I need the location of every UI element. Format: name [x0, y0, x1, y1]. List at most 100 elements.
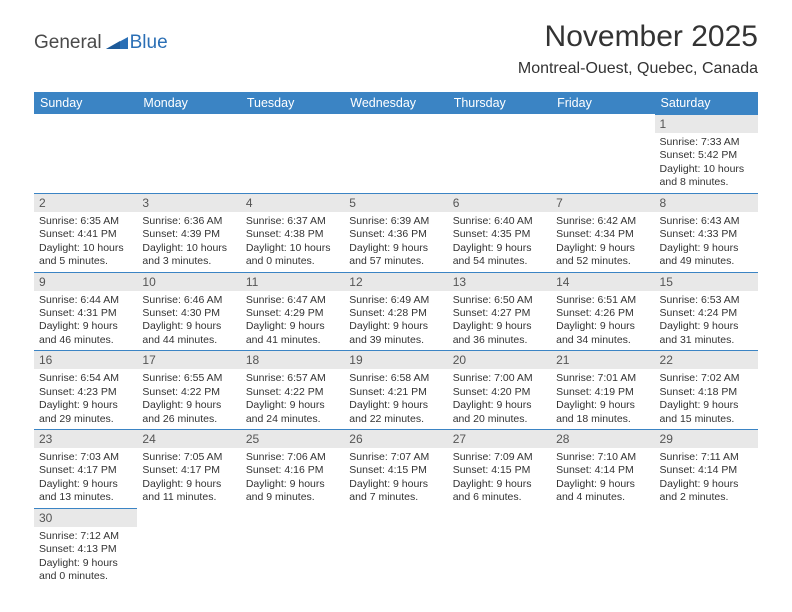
day-number: 29 [655, 429, 758, 448]
sunrise-text: Sunrise: 6:51 AM [556, 294, 649, 307]
daylight-text: Daylight: 9 hours and 39 minutes. [349, 320, 442, 347]
sunset-text: Sunset: 4:15 PM [453, 464, 546, 477]
calendar-day-cell [344, 114, 447, 193]
day-number: 25 [241, 429, 344, 448]
sunset-text: Sunset: 4:29 PM [246, 307, 339, 320]
sunrise-text: Sunrise: 6:47 AM [246, 294, 339, 307]
sunset-text: Sunset: 4:17 PM [39, 464, 132, 477]
logo: General Blue [34, 20, 168, 54]
day-number: 13 [448, 272, 551, 291]
day-number: 28 [551, 429, 654, 448]
daylight-text: Daylight: 9 hours and 9 minutes. [246, 478, 339, 505]
day-info: Sunrise: 6:46 AMSunset: 4:30 PMDaylight:… [137, 291, 240, 351]
calendar-day-cell [655, 508, 758, 587]
day-info: Sunrise: 7:09 AMSunset: 4:15 PMDaylight:… [448, 448, 551, 508]
calendar-day-cell: 25Sunrise: 7:06 AMSunset: 4:16 PMDayligh… [241, 429, 344, 508]
daylight-text: Daylight: 9 hours and 46 minutes. [39, 320, 132, 347]
calendar-header-cell: Monday [137, 92, 240, 114]
calendar-day-cell: 11Sunrise: 6:47 AMSunset: 4:29 PMDayligh… [241, 272, 344, 351]
day-info: Sunrise: 7:10 AMSunset: 4:14 PMDaylight:… [551, 448, 654, 508]
calendar-week-row: 30Sunrise: 7:12 AMSunset: 4:13 PMDayligh… [34, 508, 758, 587]
calendar-day-cell: 29Sunrise: 7:11 AMSunset: 4:14 PMDayligh… [655, 429, 758, 508]
page-header: General Blue November 2025 Montreal-Oues… [0, 0, 792, 86]
day-number: 14 [551, 272, 654, 291]
calendar-day-cell: 17Sunrise: 6:55 AMSunset: 4:22 PMDayligh… [137, 350, 240, 429]
location-label: Montreal-Ouest, Quebec, Canada [518, 60, 758, 78]
day-number: 26 [344, 429, 447, 448]
day-info: Sunrise: 6:58 AMSunset: 4:21 PMDaylight:… [344, 369, 447, 429]
day-info: Sunrise: 6:40 AMSunset: 4:35 PMDaylight:… [448, 212, 551, 272]
sunset-text: Sunset: 4:38 PM [246, 228, 339, 241]
sunset-text: Sunset: 4:16 PM [246, 464, 339, 477]
day-number: 21 [551, 350, 654, 369]
daylight-text: Daylight: 9 hours and 2 minutes. [660, 478, 753, 505]
day-number: 7 [551, 193, 654, 212]
day-info: Sunrise: 7:03 AMSunset: 4:17 PMDaylight:… [34, 448, 137, 508]
sunrise-text: Sunrise: 6:49 AM [349, 294, 442, 307]
calendar-day-cell [137, 508, 240, 587]
daylight-text: Daylight: 9 hours and 29 minutes. [39, 399, 132, 426]
calendar-day-cell: 18Sunrise: 6:57 AMSunset: 4:22 PMDayligh… [241, 350, 344, 429]
day-info: Sunrise: 7:02 AMSunset: 4:18 PMDaylight:… [655, 369, 758, 429]
calendar-day-cell [241, 114, 344, 193]
calendar-header-cell: Sunday [34, 92, 137, 114]
day-number: 2 [34, 193, 137, 212]
sunset-text: Sunset: 4:26 PM [556, 307, 649, 320]
sunrise-text: Sunrise: 6:44 AM [39, 294, 132, 307]
sunset-text: Sunset: 4:31 PM [39, 307, 132, 320]
day-number: 10 [137, 272, 240, 291]
daylight-text: Daylight: 9 hours and 49 minutes. [660, 242, 753, 269]
day-info: Sunrise: 6:43 AMSunset: 4:33 PMDaylight:… [655, 212, 758, 272]
calendar-day-cell: 16Sunrise: 6:54 AMSunset: 4:23 PMDayligh… [34, 350, 137, 429]
sunset-text: Sunset: 4:41 PM [39, 228, 132, 241]
sunrise-text: Sunrise: 7:11 AM [660, 451, 753, 464]
sunset-text: Sunset: 4:34 PM [556, 228, 649, 241]
day-info: Sunrise: 6:55 AMSunset: 4:22 PMDaylight:… [137, 369, 240, 429]
day-info: Sunrise: 6:42 AMSunset: 4:34 PMDaylight:… [551, 212, 654, 272]
daylight-text: Daylight: 10 hours and 3 minutes. [142, 242, 235, 269]
calendar-header-cell: Saturday [655, 92, 758, 114]
day-info: Sunrise: 7:11 AMSunset: 4:14 PMDaylight:… [655, 448, 758, 508]
day-number: 6 [448, 193, 551, 212]
day-info: Sunrise: 7:06 AMSunset: 4:16 PMDaylight:… [241, 448, 344, 508]
day-info: Sunrise: 6:50 AMSunset: 4:27 PMDaylight:… [448, 291, 551, 351]
daylight-text: Daylight: 10 hours and 0 minutes. [246, 242, 339, 269]
logo-text-blue: Blue [130, 32, 168, 54]
daylight-text: Daylight: 9 hours and 4 minutes. [556, 478, 649, 505]
day-number: 1 [655, 114, 758, 133]
daylight-text: Daylight: 10 hours and 5 minutes. [39, 242, 132, 269]
sunrise-text: Sunrise: 6:40 AM [453, 215, 546, 228]
daylight-text: Daylight: 9 hours and 13 minutes. [39, 478, 132, 505]
sunrise-text: Sunrise: 6:55 AM [142, 372, 235, 385]
sunrise-text: Sunrise: 7:12 AM [39, 530, 132, 543]
day-info: Sunrise: 7:12 AMSunset: 4:13 PMDaylight:… [34, 527, 137, 587]
calendar-day-cell [448, 508, 551, 587]
sunrise-text: Sunrise: 7:05 AM [142, 451, 235, 464]
sunrise-text: Sunrise: 7:01 AM [556, 372, 649, 385]
calendar-header-cell: Tuesday [241, 92, 344, 114]
calendar-header-cell: Thursday [448, 92, 551, 114]
daylight-text: Daylight: 9 hours and 31 minutes. [660, 320, 753, 347]
month-title: November 2025 [518, 20, 758, 54]
sunset-text: Sunset: 4:15 PM [349, 464, 442, 477]
sunset-text: Sunset: 4:36 PM [349, 228, 442, 241]
daylight-text: Daylight: 9 hours and 22 minutes. [349, 399, 442, 426]
calendar-day-cell: 4Sunrise: 6:37 AMSunset: 4:38 PMDaylight… [241, 193, 344, 272]
sunrise-text: Sunrise: 6:46 AM [142, 294, 235, 307]
day-info: Sunrise: 6:53 AMSunset: 4:24 PMDaylight:… [655, 291, 758, 351]
calendar-day-cell: 14Sunrise: 6:51 AMSunset: 4:26 PMDayligh… [551, 272, 654, 351]
calendar-header-cell: Wednesday [344, 92, 447, 114]
daylight-text: Daylight: 9 hours and 7 minutes. [349, 478, 442, 505]
day-number: 22 [655, 350, 758, 369]
day-number: 24 [137, 429, 240, 448]
day-number: 30 [34, 508, 137, 527]
calendar-week-row: 2Sunrise: 6:35 AMSunset: 4:41 PMDaylight… [34, 193, 758, 272]
day-info: Sunrise: 7:01 AMSunset: 4:19 PMDaylight:… [551, 369, 654, 429]
sunset-text: Sunset: 4:24 PM [660, 307, 753, 320]
sunrise-text: Sunrise: 7:10 AM [556, 451, 649, 464]
sunset-text: Sunset: 4:19 PM [556, 386, 649, 399]
sunrise-text: Sunrise: 6:53 AM [660, 294, 753, 307]
calendar-day-cell [34, 114, 137, 193]
sunset-text: Sunset: 4:18 PM [660, 386, 753, 399]
calendar-day-cell [551, 114, 654, 193]
